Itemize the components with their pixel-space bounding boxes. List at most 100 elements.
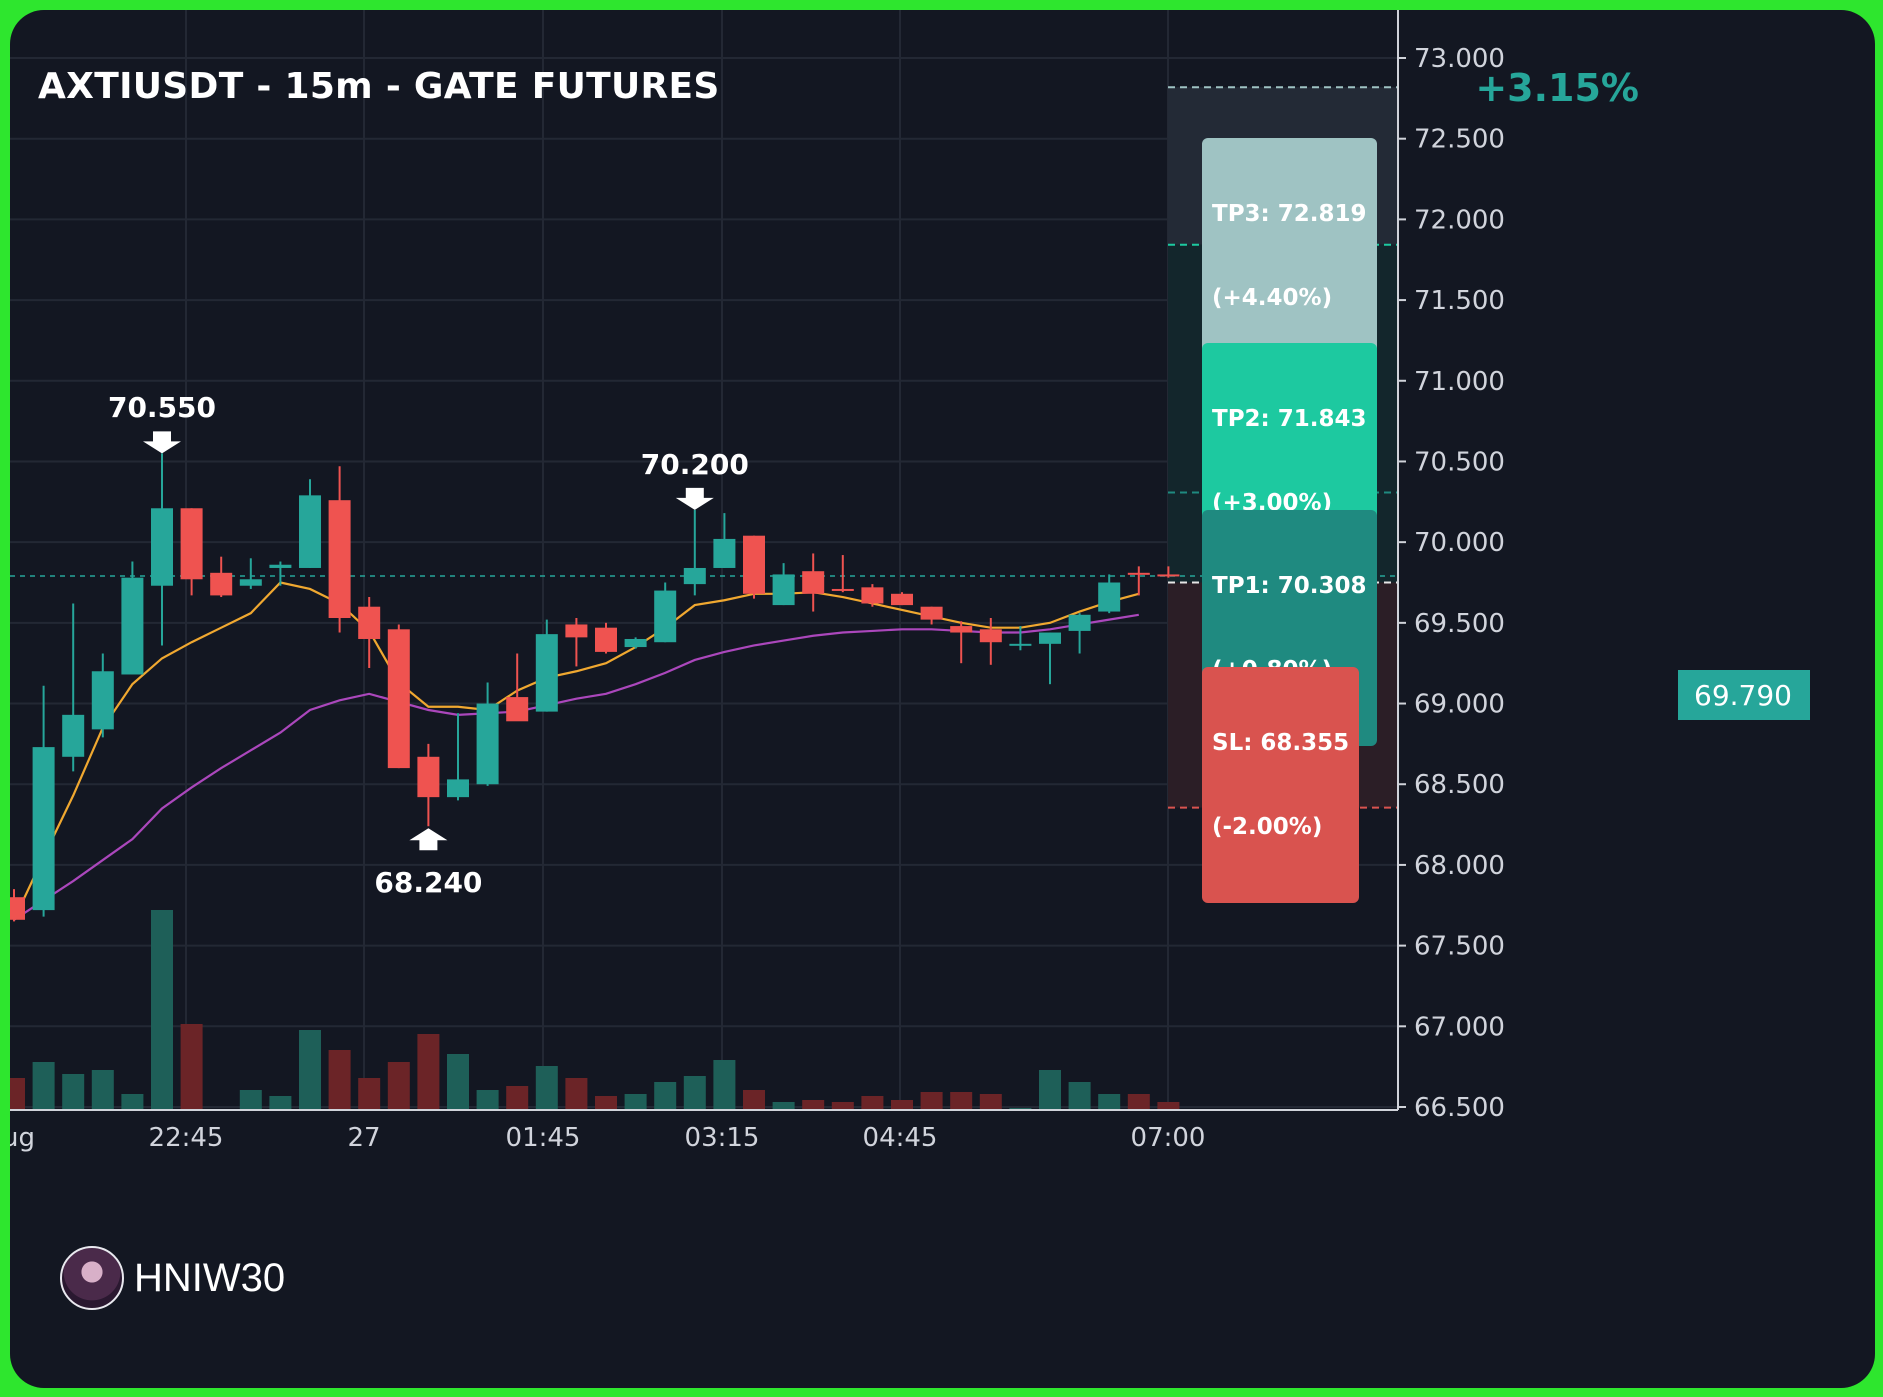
volume-bar — [91, 1070, 114, 1110]
candle-body — [535, 634, 558, 712]
candle-body — [10, 897, 25, 920]
candle-body — [1157, 574, 1180, 577]
candle-body — [239, 579, 262, 586]
volume-bar — [861, 1096, 884, 1110]
candle-body — [979, 629, 1002, 643]
candle-body — [358, 606, 381, 639]
volume-bar — [1039, 1070, 1061, 1110]
candle-body — [62, 714, 85, 757]
tp1-price-text: TP1: 70.308 — [1212, 573, 1367, 599]
candle-body — [506, 697, 529, 722]
volume-bar — [328, 1050, 351, 1110]
candle-body — [91, 671, 114, 730]
candle-body — [595, 627, 617, 652]
price-tick-label: 67.500 — [1414, 932, 1505, 962]
volume-bar — [535, 1066, 558, 1110]
volume-bar — [239, 1090, 262, 1110]
time-tick-label: 22:45 — [149, 1123, 224, 1153]
volume-bar — [62, 1074, 85, 1110]
watermark: HNIW30 — [60, 1246, 285, 1310]
price-tick-label: 66.500 — [1414, 1093, 1505, 1123]
candle-body — [1068, 614, 1091, 631]
candle-body — [299, 495, 321, 568]
price-tick-label: 68.500 — [1414, 770, 1505, 800]
volume-bar — [10, 1078, 25, 1110]
candle-body — [121, 577, 144, 675]
price-annotation-label: 68.240 — [374, 866, 483, 900]
volume-bar — [1098, 1094, 1121, 1110]
watermark-text: HNIW30 — [134, 1255, 286, 1300]
volume-bar — [743, 1090, 765, 1110]
candle-body — [328, 500, 351, 619]
volume-bar — [121, 1094, 144, 1110]
candle-body — [1127, 572, 1150, 575]
volume-bar — [654, 1082, 677, 1110]
volume-bar — [1127, 1094, 1150, 1110]
volume-bar — [595, 1096, 617, 1110]
candlestick-chart[interactable]: 73.000 72.500 72.000 71.500 71.000 70.500 70.0… — [10, 10, 1875, 1388]
tp2-price-text: TP2: 71.843 — [1212, 406, 1367, 432]
volume-bar — [506, 1086, 529, 1110]
chart-title: AXTIUSDT - 15m - GATE FUTURES — [38, 66, 720, 107]
volume-bar — [713, 1060, 736, 1110]
price-tick-label: 71.000 — [1414, 367, 1505, 397]
candle-body — [1009, 643, 1032, 646]
candle-body — [1039, 632, 1061, 644]
stop-loss-label: SL: 68.355 (-2.00%) — [1202, 667, 1360, 903]
volume-bar — [772, 1102, 795, 1110]
price-tick-label: 70.500 — [1414, 447, 1505, 477]
candle-body — [802, 571, 825, 594]
annotation-arrow-icon — [675, 487, 714, 510]
candle-body — [891, 593, 913, 606]
volume-bar — [683, 1076, 706, 1110]
candle-body — [654, 590, 677, 643]
price-tick-label: 69.500 — [1414, 609, 1505, 639]
volume-bar — [1068, 1082, 1091, 1110]
tp3-price-text: TP3: 72.819 — [1212, 201, 1367, 227]
price-annotation-label: 70.200 — [640, 447, 749, 481]
price-tick-label: 73.000 — [1414, 44, 1505, 74]
candle-body — [624, 638, 647, 648]
time-tick-label: 07:00 — [1131, 1123, 1206, 1153]
candle-body — [772, 574, 795, 606]
price-tick-label: 68.000 — [1414, 851, 1505, 881]
target-change-percent: +3.15% — [1475, 66, 1639, 110]
price-tick-label: 72.500 — [1414, 125, 1505, 155]
volume-bar — [299, 1030, 321, 1110]
candle-body — [447, 779, 469, 798]
volume-bar — [802, 1100, 825, 1110]
volume-bar — [831, 1102, 854, 1110]
volume-bar — [624, 1094, 647, 1110]
tp3-label: TP3: 72.819 (+4.40%) — [1202, 138, 1377, 374]
fast-moving-average-line — [13, 581, 1140, 921]
volume-bar — [447, 1054, 469, 1110]
stop-loss-percent-text: (-2.00%) — [1212, 814, 1323, 840]
price-tick-label: 72.000 — [1414, 205, 1505, 235]
candle-body — [831, 588, 854, 591]
candle-body — [743, 535, 765, 594]
candle-body — [683, 567, 706, 585]
candle-body — [920, 606, 943, 620]
volume-bar — [180, 1024, 203, 1110]
avatar — [60, 1246, 124, 1310]
time-tick-label: 27 — [347, 1123, 380, 1153]
candle-body — [180, 508, 203, 580]
annotation-arrow-icon — [143, 431, 181, 454]
volume-bar — [950, 1092, 973, 1110]
stop-loss-price-text: SL: 68.355 — [1212, 730, 1350, 756]
candle-body — [151, 508, 173, 586]
price-tick-label: 71.500 — [1414, 286, 1505, 316]
candle-body — [1098, 582, 1121, 612]
candle-body — [565, 624, 588, 638]
volume-bar — [269, 1096, 292, 1110]
tp3-percent-text: (+4.40%) — [1212, 285, 1333, 311]
time-tick-label: 04:45 — [863, 1123, 938, 1153]
candle-body — [32, 747, 55, 911]
candle-body — [387, 629, 410, 769]
price-tick-label: 67.000 — [1414, 1012, 1505, 1042]
price-tick-label: 69.000 — [1414, 690, 1505, 720]
time-tick-label: ug — [10, 1123, 35, 1153]
volume-bar — [1157, 1102, 1180, 1110]
annotation-arrow-icon — [409, 828, 448, 851]
candle-body — [950, 626, 973, 633]
